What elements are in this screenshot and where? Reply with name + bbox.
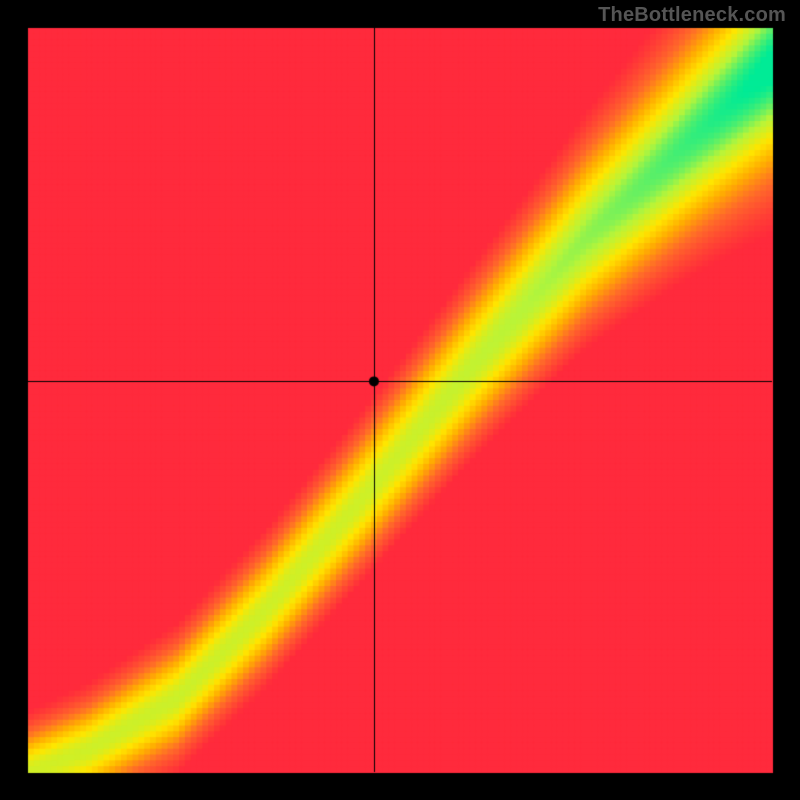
chart-frame: TheBottleneck.com xyxy=(0,0,800,800)
bottleneck-heatmap xyxy=(0,0,800,800)
watermark-text: TheBottleneck.com xyxy=(598,4,786,27)
